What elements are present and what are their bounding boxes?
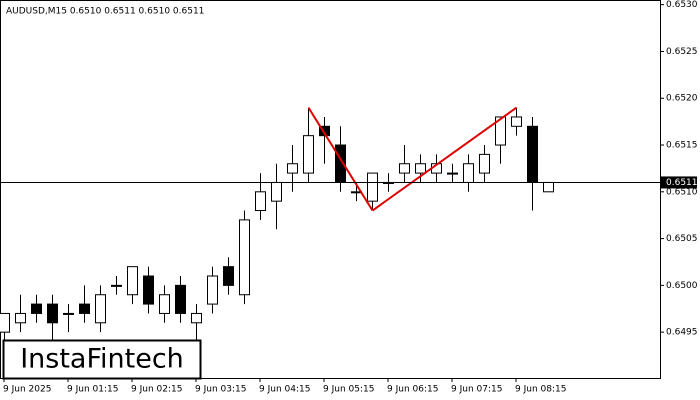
x-tick-label: 9 Jun 03:15	[195, 385, 246, 395]
x-tick-label: 9 Jun 08:15	[515, 385, 566, 395]
logo: InstaFintech	[20, 344, 184, 375]
x-tick-label: 9 Jun 06:15	[387, 385, 438, 395]
candle-body	[479, 153, 490, 174]
x-tick-label: 9 Jun 07:15	[451, 385, 502, 395]
candle-body	[223, 266, 234, 286]
y-tick-label: 0.6520	[666, 94, 698, 104]
y-tick-label: 0.6530	[666, 0, 698, 10]
candle-body	[63, 312, 74, 315]
candle-body	[15, 312, 26, 324]
candle-body	[111, 284, 122, 287]
x-tick-label: 9 Jun 02:15	[131, 385, 182, 395]
y-tick-label: 0.6525	[666, 47, 698, 57]
candle-body	[239, 219, 250, 296]
candle-body	[127, 266, 138, 296]
x-tick-label: 9 Jun 04:15	[259, 385, 310, 395]
candle-body	[175, 284, 186, 314]
candle-body	[319, 125, 330, 137]
candle-body	[527, 125, 538, 183]
candle-body	[0, 312, 10, 333]
candle-body	[495, 116, 506, 146]
y-tick-label: 0.6500	[666, 281, 698, 291]
candle-body	[255, 191, 266, 212]
pattern-line	[307, 107, 374, 212]
candle-body	[287, 163, 298, 174]
candle-body	[463, 163, 474, 183]
candle-body	[511, 116, 522, 127]
y-tick-label: 0.6515	[666, 141, 698, 151]
y-tick-label: 0.6510	[666, 187, 698, 197]
y-tick-label: 0.6505	[666, 234, 698, 244]
price-box	[661, 176, 697, 189]
logo-box	[2, 339, 202, 380]
candle-body	[447, 172, 458, 175]
candle-body	[303, 135, 314, 174]
pattern-line	[371, 106, 518, 212]
candle-body	[159, 294, 170, 314]
candle-body	[271, 181, 282, 202]
price-label: 0.6511	[666, 178, 698, 188]
x-tick-label: 9 Jun 05:15	[323, 385, 374, 395]
candle-body	[95, 294, 106, 324]
candle-body	[399, 163, 410, 174]
candle-body	[31, 303, 42, 314]
candle-body	[79, 303, 90, 314]
chart-title: AUDUSD,M15 0.6510 0.6511 0.6510 0.6511	[6, 7, 204, 17]
x-tick-label: 9 Jun 2025	[3, 385, 51, 395]
candle-body	[191, 312, 202, 324]
x-tick-label: 9 Jun 01:15	[67, 385, 118, 395]
candle-body	[543, 181, 554, 193]
candle-body	[47, 303, 58, 324]
candle-body	[415, 163, 426, 174]
candle-body	[207, 275, 218, 305]
candle-body	[143, 275, 154, 305]
y-tick-label: 0.6495	[666, 328, 698, 338]
candle-body	[367, 172, 378, 202]
